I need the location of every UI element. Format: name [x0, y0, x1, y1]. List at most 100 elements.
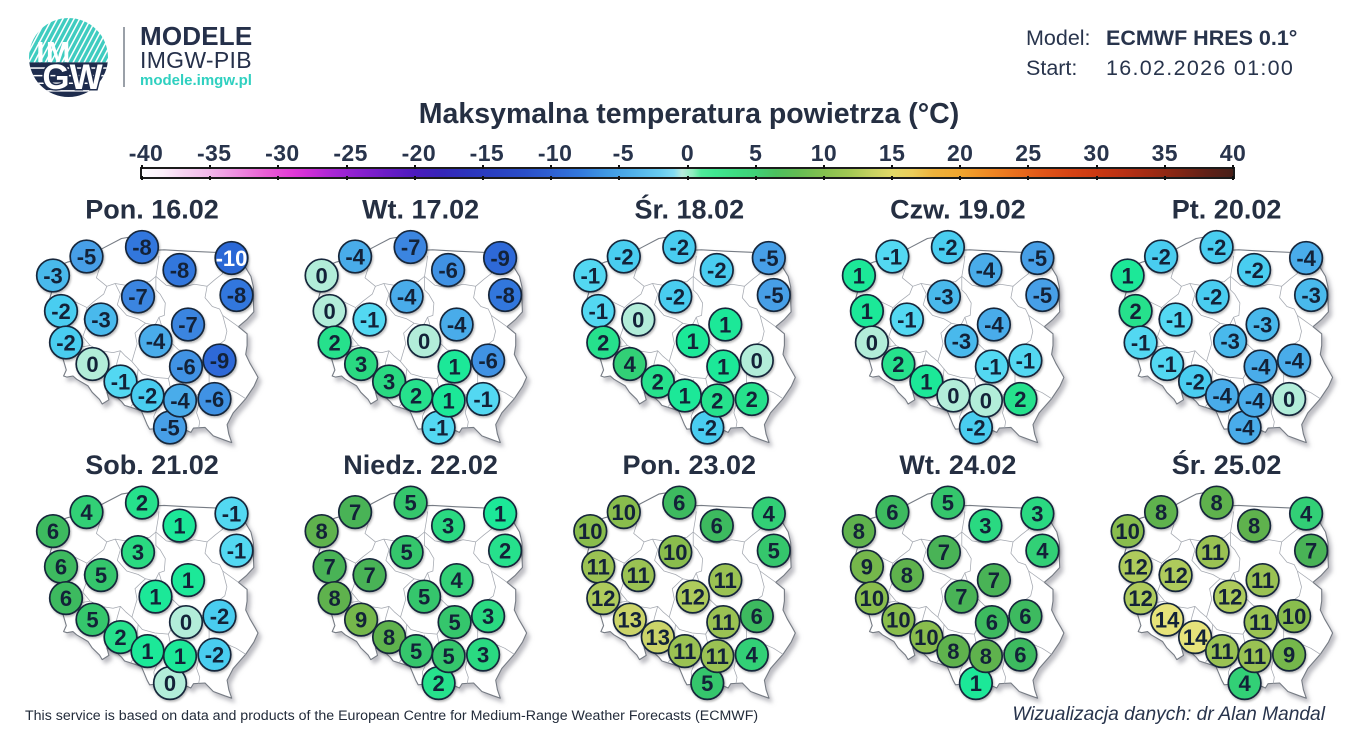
- svg-text:-8: -8: [227, 283, 247, 308]
- svg-text:11: 11: [1243, 644, 1266, 669]
- svg-text:6: 6: [1019, 604, 1031, 629]
- svg-text:-3: -3: [1220, 329, 1240, 354]
- svg-text:13: 13: [646, 625, 670, 650]
- svg-text:-4: -4: [976, 258, 996, 283]
- svg-text:11: 11: [712, 610, 735, 635]
- svg-text:Wt. 24.02: Wt. 24.02: [899, 450, 1016, 480]
- svg-text:11: 11: [706, 644, 729, 669]
- svg-text:0: 0: [180, 610, 192, 635]
- svg-text:0: 0: [86, 352, 98, 377]
- svg-text:14: 14: [1183, 625, 1208, 650]
- svg-text:-3: -3: [934, 284, 954, 309]
- svg-text:-7: -7: [401, 235, 421, 260]
- svg-text:-5: -5: [1033, 283, 1053, 308]
- svg-text:12: 12: [591, 586, 615, 611]
- svg-text:12: 12: [681, 584, 705, 609]
- svg-text:3: 3: [979, 513, 991, 538]
- svg-text:1: 1: [141, 639, 153, 664]
- svg-text:2: 2: [597, 330, 609, 355]
- svg-text:10: 10: [914, 625, 938, 650]
- svg-text:8: 8: [980, 644, 992, 669]
- svg-text:-1: -1: [473, 387, 493, 412]
- svg-text:GW: GW: [42, 58, 102, 97]
- svg-text:9: 9: [1283, 642, 1295, 667]
- svg-text:10: 10: [886, 607, 910, 632]
- svg-text:-2: -2: [1244, 258, 1264, 283]
- svg-text:-5: -5: [77, 244, 97, 269]
- svg-text:5: 5: [701, 671, 713, 696]
- svg-text:-2: -2: [698, 415, 718, 440]
- svg-text:-1: -1: [1157, 352, 1177, 377]
- svg-text:-1: -1: [222, 501, 242, 526]
- svg-text:6: 6: [886, 500, 898, 525]
- svg-text:3: 3: [477, 642, 489, 667]
- svg-text:9: 9: [861, 554, 873, 579]
- svg-text:Pon. 23.02: Pon. 23.02: [623, 450, 757, 480]
- svg-text:1: 1: [174, 644, 186, 669]
- svg-text:IM: IM: [36, 37, 71, 69]
- svg-text:4: 4: [1300, 501, 1313, 526]
- svg-text:-9: -9: [490, 246, 510, 271]
- svg-text:1: 1: [182, 568, 194, 593]
- svg-text:-6: -6: [438, 258, 458, 283]
- svg-text:-1: -1: [581, 263, 601, 288]
- svg-text:-3: -3: [952, 329, 972, 354]
- svg-text:12: 12: [1163, 563, 1187, 588]
- svg-text:7: 7: [938, 540, 950, 565]
- svg-text:1: 1: [679, 383, 691, 408]
- svg-text:8: 8: [383, 625, 395, 650]
- svg-text:7: 7: [955, 584, 967, 609]
- svg-text:4: 4: [80, 500, 93, 525]
- svg-text:1: 1: [970, 671, 982, 696]
- svg-text:11: 11: [587, 554, 610, 579]
- svg-text:Niedz. 22.02: Niedz. 22.02: [343, 450, 498, 480]
- svg-text:-2: -2: [1207, 235, 1227, 260]
- svg-text:-1: -1: [982, 354, 1002, 379]
- svg-text:1: 1: [1121, 263, 1133, 288]
- svg-text:9: 9: [355, 607, 367, 632]
- svg-text:6: 6: [47, 519, 59, 544]
- svg-text:6: 6: [60, 586, 72, 611]
- svg-text:2: 2: [711, 388, 723, 413]
- svg-text:0: 0: [980, 388, 992, 413]
- svg-text:11: 11: [714, 568, 737, 593]
- svg-text:0: 0: [323, 299, 335, 324]
- svg-text:6: 6: [751, 604, 763, 629]
- svg-text:5: 5: [418, 584, 430, 609]
- svg-text:0: 0: [1283, 387, 1295, 412]
- svg-text:2: 2: [432, 671, 444, 696]
- svg-text:2: 2: [1129, 299, 1141, 324]
- svg-text:-1: -1: [1131, 330, 1151, 355]
- svg-text:1: 1: [853, 263, 865, 288]
- svg-text:8: 8: [947, 639, 959, 664]
- svg-text:-1: -1: [897, 307, 917, 332]
- svg-text:6: 6: [711, 513, 723, 538]
- svg-text:-2: -2: [51, 299, 71, 324]
- svg-text:1: 1: [717, 354, 729, 379]
- svg-text:11: 11: [1210, 639, 1233, 664]
- svg-text:5: 5: [942, 490, 954, 515]
- svg-text:10: 10: [1282, 604, 1306, 629]
- svg-text:10: 10: [578, 519, 602, 544]
- svg-text:11: 11: [1249, 610, 1272, 635]
- svg-text:11: 11: [1201, 540, 1224, 565]
- svg-text:8: 8: [328, 586, 340, 611]
- svg-text:8: 8: [1210, 490, 1222, 515]
- svg-text:-8: -8: [495, 283, 515, 308]
- svg-text:5: 5: [95, 563, 107, 588]
- svg-text:-4: -4: [1251, 354, 1271, 379]
- svg-text:2: 2: [410, 383, 422, 408]
- svg-text:0: 0: [315, 263, 327, 288]
- svg-text:3: 3: [482, 604, 494, 629]
- svg-text:1: 1: [149, 584, 161, 609]
- svg-text:Śr. 18.02: Śr. 18.02: [634, 194, 744, 225]
- svg-text:Śr. 25.02: Śr. 25.02: [1172, 449, 1282, 480]
- svg-text:Wt. 17.02: Wt. 17.02: [362, 195, 479, 225]
- svg-text:7: 7: [1305, 538, 1317, 563]
- svg-text:-7: -7: [178, 312, 198, 337]
- svg-text:-1: -1: [429, 415, 449, 440]
- svg-text:-4: -4: [146, 329, 166, 354]
- svg-text:-2: -2: [1185, 369, 1205, 394]
- svg-text:2: 2: [652, 369, 664, 394]
- svg-text:0: 0: [866, 330, 878, 355]
